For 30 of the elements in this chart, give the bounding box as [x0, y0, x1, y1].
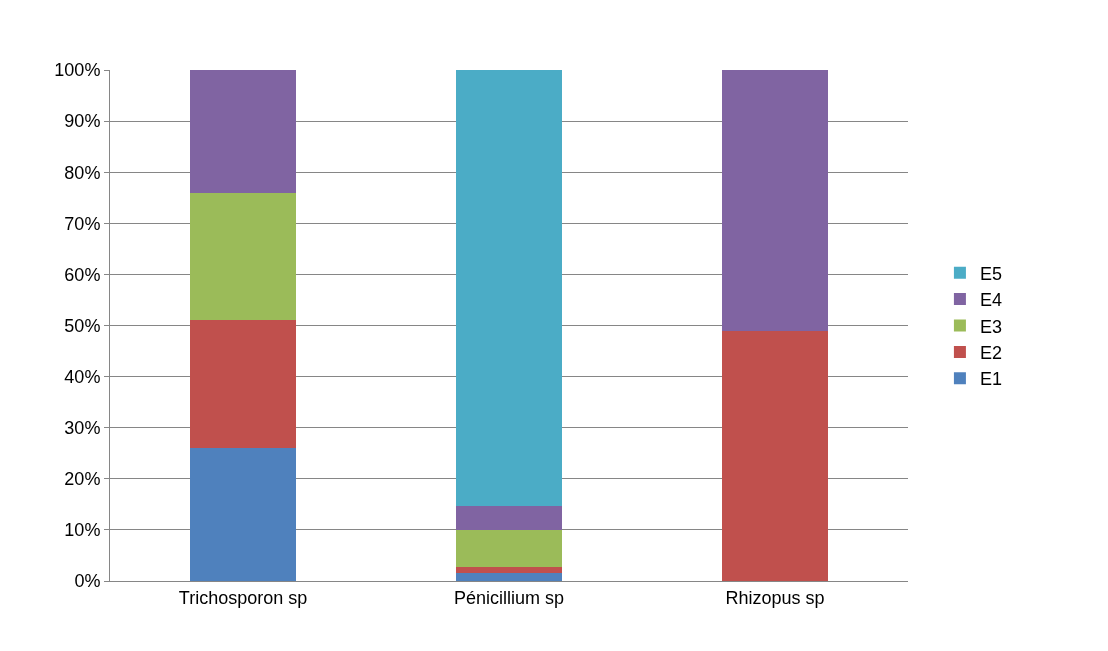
x-tick-label: Trichosporon sp: [178, 587, 308, 608]
y-tick-label: 90%: [64, 111, 101, 132]
bar: [721, 70, 829, 331]
y-tick-label: 30%: [64, 418, 101, 438]
bar: [455, 529, 563, 567]
y-tick-label: 50%: [64, 315, 101, 336]
bar: [189, 192, 297, 321]
legend-label: E5: [979, 263, 1002, 284]
y-tick-label: 80%: [64, 162, 101, 183]
bar: [455, 506, 563, 530]
bar: [455, 573, 563, 581]
x-tick-label: Rhizopus sp: [725, 587, 825, 608]
y-tick-label: 70%: [64, 213, 101, 234]
legend-label: E2: [979, 342, 1002, 363]
y-tick-label: 10%: [64, 520, 101, 541]
legend-label: E1: [979, 369, 1002, 390]
bar: [455, 566, 563, 574]
y-tick-label: 40%: [64, 366, 101, 387]
bar: [189, 70, 297, 193]
y-tick-label: 0%: [74, 571, 101, 592]
y-tick-label: 60%: [64, 264, 101, 285]
legend-label: E4: [979, 290, 1002, 311]
bar: [189, 320, 297, 449]
x-tick-label: Pénicillium sp: [453, 587, 565, 608]
y-tick-label: 20%: [64, 469, 101, 490]
y-tick-label: 100%: [54, 60, 101, 81]
bar: [189, 448, 297, 581]
bar: [455, 70, 563, 507]
legend-label: E3: [979, 316, 1002, 337]
bar: [721, 330, 829, 581]
